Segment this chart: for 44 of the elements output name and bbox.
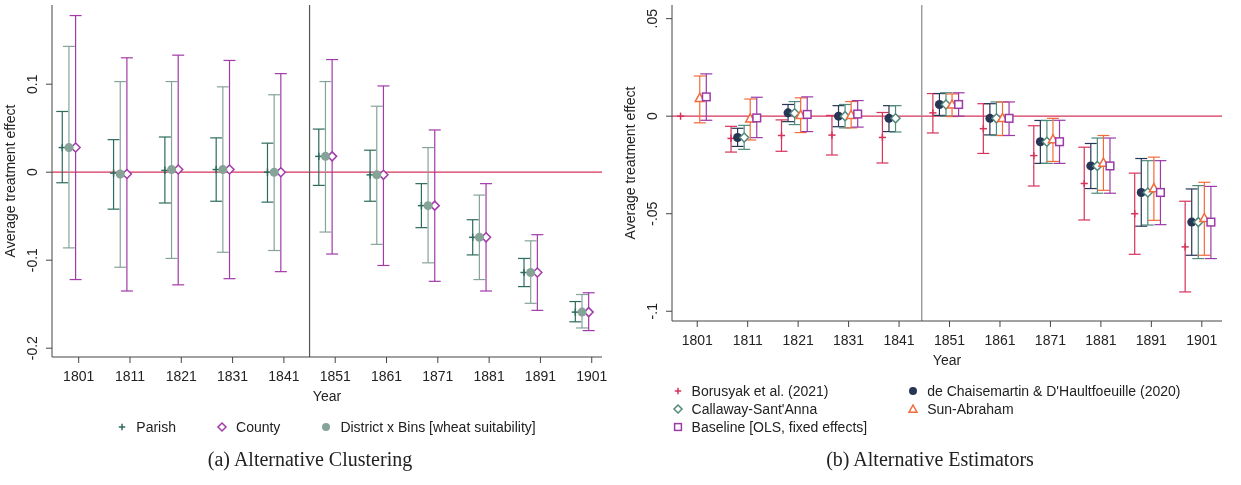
x-tick-label: 1861 — [984, 332, 1016, 348]
x-tick-label: 1821 — [165, 368, 198, 384]
x-axis-title: Year — [932, 352, 962, 368]
x-axis-title: Year — [312, 388, 342, 404]
y-tick-label: .05 — [644, 8, 660, 29]
x-tick-label: 1871 — [422, 368, 454, 384]
x-tick-label: 1891 — [524, 368, 557, 384]
legend-label: de Chaisemartin & D'Haultfoeuille (2020) — [927, 383, 1181, 399]
y-tick-label: -0.2 — [24, 335, 40, 361]
text: (b) Alternative Estimators — [825, 448, 1035, 471]
legend-label: District x Bins [wheat suitability] — [340, 419, 536, 435]
y-tick-label: 0.1 — [24, 74, 40, 94]
y-tick-label: 0 — [24, 168, 40, 177]
x-tick-label: 1851 — [319, 368, 351, 384]
x-tick-label: 1841 — [883, 332, 915, 348]
x-tick-label: 1871 — [1034, 332, 1067, 348]
legend-label: County — [236, 419, 281, 435]
y-tick-label: -.1 — [644, 302, 660, 320]
x-tick-label: 1901 — [1186, 332, 1218, 348]
x-tick-label: 1821 — [782, 332, 814, 348]
x-tick-label: 1811 — [114, 368, 146, 384]
x-tick-label: 1851 — [933, 332, 966, 348]
legend-label: Sun-Abraham — [927, 401, 1014, 417]
y-tick-label: -.05 — [644, 201, 660, 226]
legend-label: Baseline [OLS, fixed effects] — [691, 419, 868, 435]
legend-label: Callaway-Sant'Anna — [691, 401, 818, 417]
x-tick-label: 1901 — [576, 368, 608, 384]
x-tick-label: 1841 — [268, 368, 300, 384]
legend-label: Borusyak et al. (2021) — [691, 383, 829, 399]
x-tick-label: 1811 — [732, 332, 763, 348]
x-tick-label: 1831 — [217, 368, 249, 384]
text: (a) Alternative Clustering — [206, 448, 414, 471]
x-tick-label: 1881 — [473, 368, 505, 384]
y-tick-label: -0.1 — [24, 247, 40, 273]
legend-label: Parish — [136, 419, 177, 435]
y-axis-title: Average treatment effect — [621, 86, 638, 240]
x-tick-label: 1831 — [833, 332, 865, 348]
x-tick-label: 1891 — [1135, 332, 1168, 348]
x-tick-label: 1801 — [63, 368, 95, 384]
x-tick-label: 1801 — [681, 332, 714, 348]
y-axis-title: Average treatment effect — [1, 104, 18, 258]
y-tick-label: 0 — [644, 112, 660, 121]
x-tick-label: 1861 — [370, 368, 403, 384]
x-tick-label: 1881 — [1085, 332, 1117, 348]
